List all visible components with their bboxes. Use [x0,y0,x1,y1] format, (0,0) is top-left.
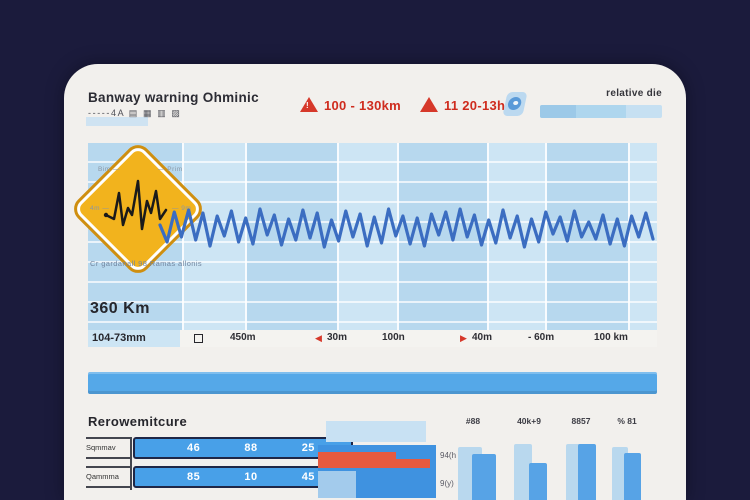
axis-tick: 40m [472,332,493,343]
range-label: 104-73mm [92,332,146,344]
parameter-label: Sqmmav [86,437,130,459]
axis-tick: 30m [327,332,348,343]
parameter-value: 45 [301,471,315,483]
waveform-line [158,207,655,249]
parameter-value: 88 [244,442,258,454]
parameter-value: 25 [301,442,315,454]
table-connector-line [130,437,132,490]
page-subtitle: -----4A ▤ ▦ ▥ ▨ [88,108,182,118]
parameters-heading: Rerowemitcure [88,414,188,429]
timeline-bar[interactable] [88,372,657,394]
parameter-value: 10 [244,471,258,483]
right-arrow-icon: ▶ [460,333,467,343]
axis-tick: - 60m [528,332,555,343]
sign-caption: Cr gardanall 98 Ramas allonis [90,259,203,268]
alert-depth-range: 100 - 130km [324,98,402,113]
page-title: Banway warning Ohminic [88,90,259,105]
parameter-value: 46 [187,442,201,454]
parameter-label: Qammma [86,466,130,488]
axis-tick: 100 km [594,332,628,343]
parameter-value-bar[interactable]: 46 88 25 [133,437,353,459]
relative-label: relative die [606,88,662,99]
sign-side-label: — Prim [158,166,183,173]
waveform-chart [88,143,657,347]
sign-side-label: — 9m [172,205,192,212]
sign-side-label: 4m — [90,205,110,212]
square-marker-icon [194,334,203,343]
sign-side-label: Bim — [98,166,120,173]
axis-tick: 100n [382,332,405,343]
progress-segment [540,105,576,118]
left-arrow-icon: ◀ [315,333,322,343]
progress-segment [576,105,626,118]
subtitle-highlight [86,117,148,126]
warning-triangle-icon [420,97,438,112]
axis-tick: 450m [230,332,256,343]
range-label-cell: 104-73mm [88,330,180,347]
chart-grid [88,143,657,347]
seismograph-icon [103,179,168,231]
bar-axis-label: 9(y) [440,479,454,488]
parameter-value: 85 [187,471,201,483]
bar-axis-label: 94(h [440,451,457,460]
parameter-value-bar[interactable]: 85 10 45 [133,466,353,488]
alert-time-range: 11 20-13hm [444,98,518,113]
relative-progress-bar [540,105,662,118]
depth-label: 360 Km [90,300,150,317]
warning-exclamation: ! [306,101,309,110]
x-axis [180,330,657,347]
warning-triangle-icon [300,97,318,112]
